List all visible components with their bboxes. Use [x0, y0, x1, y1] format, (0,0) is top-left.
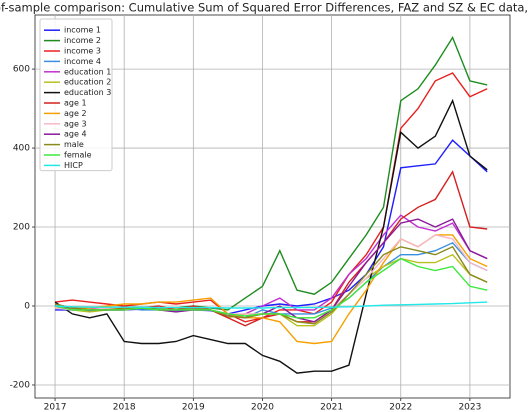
chart-title: Out-of-sample comparison: Cumulative Sum…	[0, 1, 532, 15]
legend-label: age 1	[64, 99, 87, 108]
x-tick-label: 2018	[113, 403, 136, 412]
legend-label: male	[64, 140, 84, 149]
x-tick-label: 2019	[182, 403, 205, 412]
plot-frame	[34, 14, 511, 399]
y-tick-label: 0	[24, 302, 30, 312]
x-tick-label: 2017	[44, 403, 67, 412]
data-line	[55, 301, 488, 309]
legend-label: education 3	[64, 88, 111, 97]
grid	[35, 15, 510, 398]
legend-label: female	[64, 151, 92, 160]
data-line	[54, 253, 488, 327]
x-tick-label: 2022	[389, 403, 412, 412]
x-tick-label: 2023	[458, 403, 481, 412]
legend-label: income 3	[64, 47, 101, 56]
legend-label: age 3	[64, 119, 87, 128]
legend-label: age 4	[64, 130, 87, 139]
data-line	[54, 214, 488, 317]
legend-label: HICP	[64, 161, 83, 170]
y-tick-label: 400	[13, 144, 30, 154]
y-tick-label: -200	[10, 380, 31, 390]
legend-label: age 2	[64, 109, 87, 118]
legend-label: income 4	[64, 57, 101, 66]
legend-label: income 1	[64, 26, 101, 35]
data-line	[54, 35, 488, 311]
legend-label: education 2	[64, 78, 111, 87]
legend-label: education 1	[64, 67, 111, 76]
x-tick-label: 2021	[320, 403, 343, 412]
y-tick-label: 200	[13, 223, 30, 233]
data-line	[54, 98, 488, 374]
data-line	[54, 257, 488, 319]
legend-box	[39, 18, 113, 172]
x-tick-label: 2020	[251, 403, 274, 412]
y-tick-label: 600	[13, 65, 30, 75]
legend-label: income 2	[64, 36, 101, 45]
data-line	[55, 72, 488, 323]
